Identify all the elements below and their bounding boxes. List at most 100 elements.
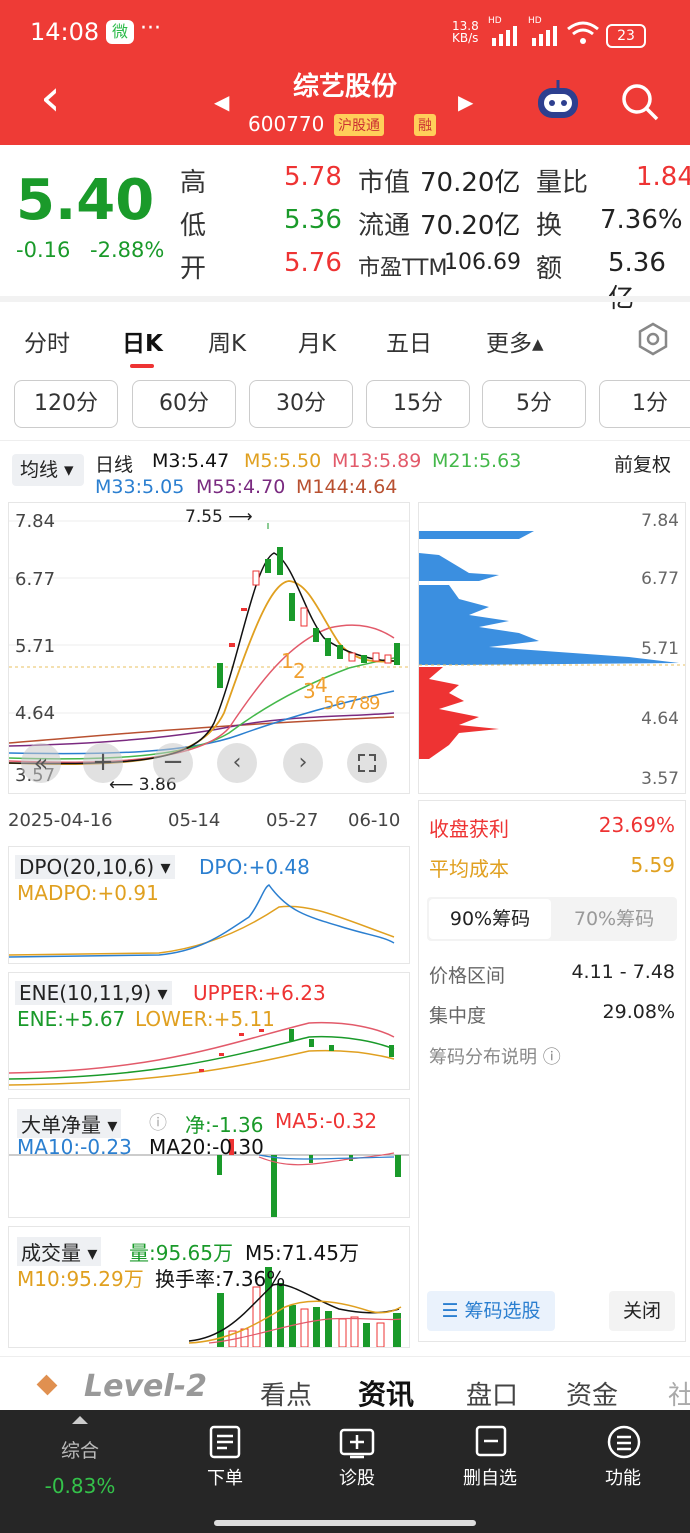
robot-assistant-icon[interactable]: [534, 80, 582, 124]
ma3-value: M3:5.47: [152, 450, 230, 472]
tab-funds[interactable]: 资金: [566, 1381, 619, 1411]
low-label: 低: [180, 211, 207, 241]
tab-news[interactable]: 资讯: [358, 1378, 415, 1411]
period-60m[interactable]: 60分: [132, 380, 236, 428]
big-ma5-value: MA5:-0.32: [275, 1109, 378, 1133]
tab-monthly-k[interactable]: 月K: [298, 331, 337, 357]
tab-level2[interactable]: Level-2: [84, 1369, 207, 1404]
tab-highlights[interactable]: 看点: [260, 1381, 313, 1411]
search-icon[interactable]: [620, 82, 660, 122]
signal-marker-3: 3: [303, 679, 316, 703]
y-tick-3: 5.71: [15, 636, 56, 657]
chip-list-icon: ☰: [441, 1300, 465, 1322]
scroll-right-icon[interactable]: ›: [283, 743, 323, 783]
composite-change: -0.83%: [44, 1474, 116, 1498]
x-label-1: 2025-04-16: [8, 810, 113, 831]
next-stock-icon[interactable]: ▶: [458, 90, 474, 114]
period-15m[interactable]: 15分: [366, 380, 470, 428]
tab-daily-k[interactable]: 日K: [122, 331, 163, 357]
profit-value: 23.69%: [598, 813, 675, 837]
kline-chart[interactable]: 7.84 6.77 5.71 4.64 3.57 7.55 ⟶ ⟵ 3.86 1…: [8, 502, 410, 795]
chip-tick-5: 3.57: [641, 769, 679, 789]
battery-icon: 23: [606, 24, 646, 48]
ene-line: [9, 1035, 395, 1080]
vol-ratio-label: 量比: [536, 168, 589, 198]
x-label-2: 05-14: [168, 810, 221, 831]
price-range-label: 价格区间: [429, 965, 506, 987]
signal-marker-2: 2: [293, 659, 306, 683]
tab-intraday[interactable]: 分时: [24, 331, 70, 357]
candles: [217, 523, 400, 688]
volume-selector[interactable]: 成交量 ▾: [17, 1237, 102, 1266]
big-order-panel[interactable]: 大单净量 ▾ ⓘ 净:-1.36 MA5:-0.32 MA10:-0.23 MA…: [8, 1098, 410, 1218]
prev-stock-icon[interactable]: ◀: [214, 90, 230, 114]
tab-weekly-k[interactable]: 周K: [208, 331, 247, 357]
ene-selector[interactable]: ENE(10,11,9) ▾: [15, 981, 172, 1005]
ene-upper-value: UPPER:+6.23: [193, 981, 326, 1005]
diamond-icon: [36, 1374, 58, 1396]
ene-value: ENE:+5.67: [17, 1007, 126, 1031]
tab-chip-70[interactable]: 70%筹码: [573, 908, 655, 930]
chip-svg: [419, 531, 685, 759]
settings-icon[interactable]: [636, 322, 670, 356]
ene-svg: [9, 1021, 395, 1086]
ene-lower-value: LOWER:+5.11: [135, 1007, 275, 1031]
dpo-selector[interactable]: DPO(20,10,6) ▾: [15, 855, 175, 879]
scroll-left-fast-icon[interactable]: «: [21, 743, 61, 783]
help-icon[interactable]: ⓘ: [149, 1113, 167, 1134]
home-indicator[interactable]: [214, 1520, 476, 1526]
upper-line: [9, 1021, 395, 1074]
ma33-value: M33:5.05: [95, 476, 185, 498]
profit-label: 收盘获利: [429, 817, 509, 841]
mcap-label: 市值: [358, 168, 411, 198]
nav-composite[interactable]: 综合: [60, 1440, 99, 1462]
chip-help-link[interactable]: 筹码分布说明 ⓘ: [429, 1047, 561, 1068]
nav-remove-watchlist[interactable]: 删自选: [463, 1468, 517, 1489]
back-icon[interactable]: ‹: [40, 68, 61, 128]
open-label: 开: [180, 254, 207, 284]
remove-watchlist-icon: [475, 1425, 507, 1457]
float-label: 流通: [358, 211, 411, 241]
status-time: 14:08: [30, 18, 100, 46]
ma21-value: M21:5.63: [432, 450, 522, 472]
tab-more[interactable]: 更多▴: [486, 331, 544, 357]
zoom-in-icon[interactable]: +: [83, 743, 123, 783]
chip-stock-select-button[interactable]: ☰ 筹码选股: [427, 1291, 555, 1331]
divider: [0, 440, 690, 441]
menu-icon: [607, 1425, 641, 1459]
expand-up-icon[interactable]: [72, 1416, 88, 1424]
tab-five-day[interactable]: 五日: [386, 331, 432, 357]
turnover-label: 换: [536, 211, 563, 241]
ma-selector[interactable]: 均线 ▾: [12, 454, 84, 486]
tab-community[interactable]: 社: [668, 1381, 690, 1411]
tab-chip-90[interactable]: 90%筹码: [429, 899, 551, 939]
chip-tick-4: 4.64: [641, 709, 679, 729]
ene-panel[interactable]: ENE(10,11,9) ▾ UPPER:+6.23 ENE:+5.67 LOW…: [8, 972, 410, 1090]
nav-functions[interactable]: 功能: [605, 1468, 641, 1489]
ma13-value: M13:5.89: [332, 450, 422, 472]
dpo-panel[interactable]: DPO(20,10,6) ▾ DPO:+0.48 MADPO:+0.91: [8, 846, 410, 964]
signal-marker-8: 8: [359, 693, 371, 714]
volume-svg: [188, 1267, 402, 1347]
big-order-selector[interactable]: 大单净量 ▾: [17, 1109, 122, 1138]
adjust-mode[interactable]: 前复权: [614, 454, 672, 476]
fullscreen-icon[interactable]: [347, 743, 387, 783]
concentration-label: 集中度: [429, 1005, 487, 1027]
scroll-left-icon[interactable]: ‹: [217, 743, 257, 783]
nav-diagnose[interactable]: 诊股: [339, 1468, 375, 1489]
tab-order-book[interactable]: 盘口: [466, 1381, 519, 1411]
zoom-out-icon[interactable]: −: [153, 743, 193, 783]
period-120m[interactable]: 120分: [14, 380, 118, 428]
nav-order[interactable]: 下单: [207, 1468, 243, 1489]
period-1m[interactable]: 1分: [599, 380, 690, 428]
y-tick-4: 4.64: [15, 703, 56, 724]
dpo-line: [9, 884, 395, 958]
chip-info-panel: 收盘获利 23.69% 平均成本 5.59 90%筹码 70%筹码 价格区间 4…: [418, 800, 686, 1342]
vol-m10-line: [188, 1300, 402, 1344]
volume-panel[interactable]: 成交量 ▾ 量:95.65万 M5:71.45万 M10:95.29万 换手率:…: [8, 1226, 410, 1348]
period-5m[interactable]: 5分: [482, 380, 586, 428]
period-30m[interactable]: 30分: [249, 380, 353, 428]
order-icon: [209, 1425, 241, 1459]
lower-line: [9, 1049, 395, 1086]
chip-close-button[interactable]: 关闭: [609, 1291, 675, 1331]
